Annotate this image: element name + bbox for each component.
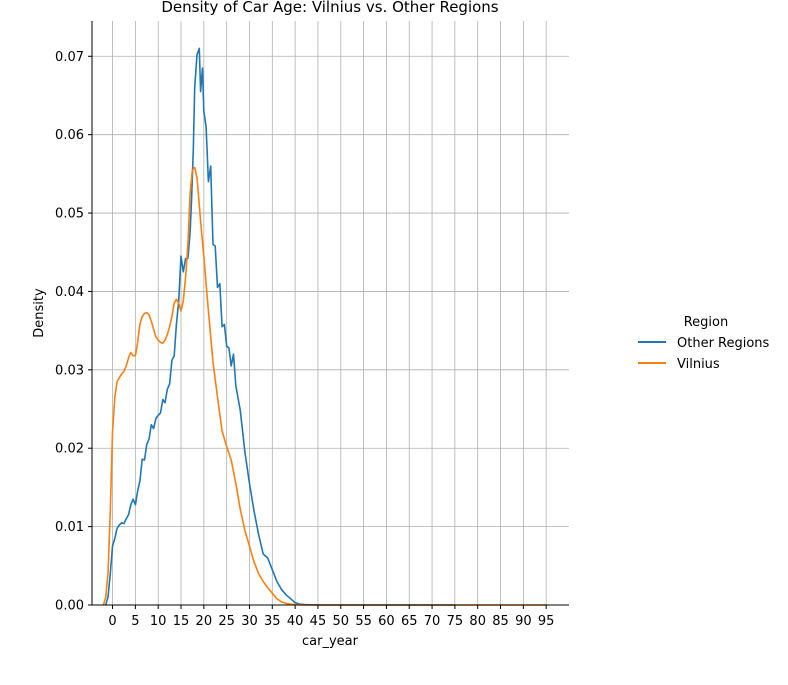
- y-ticks: 0.00 0.01 0.02 0.03 0.04 0.05 0.06 0.07: [55, 50, 92, 614]
- series-line-vilnius: [102, 166, 547, 606]
- y-tick-label: 0.04: [55, 285, 84, 300]
- x-tick-label: 50: [332, 614, 349, 629]
- chart-title: Density of Car Age: Vilnius vs. Other Re…: [161, 0, 498, 16]
- x-tick-label: 40: [287, 614, 304, 629]
- x-axis-label: car_year: [302, 634, 359, 649]
- x-tick-label: 25: [218, 614, 235, 629]
- legend-label-vilnius: Vilnius: [677, 357, 720, 372]
- x-tick-label: 5: [131, 614, 139, 629]
- legend-title: Region: [684, 315, 729, 330]
- y-tick-label: 0.02: [55, 442, 84, 457]
- y-tick-label: 0.01: [55, 520, 84, 535]
- grid: [92, 21, 569, 606]
- x-tick-label: 65: [401, 614, 418, 629]
- x-tick-label: 35: [264, 614, 281, 629]
- series-line-other-regions: [104, 47, 455, 606]
- x-tick-label: 10: [150, 614, 167, 629]
- x-tick-label: 15: [173, 614, 190, 629]
- x-tick-label: 90: [515, 614, 532, 629]
- x-tick-label: 70: [424, 614, 441, 629]
- y-tick-label: 0.05: [55, 207, 84, 222]
- x-tick-label: 55: [355, 614, 372, 629]
- y-tick-label: 0.06: [55, 128, 84, 143]
- x-tick-label: 80: [469, 614, 486, 629]
- y-tick-label: 0.07: [55, 50, 84, 65]
- x-tick-label: 0: [108, 614, 116, 629]
- x-tick-label: 60: [378, 614, 395, 629]
- legend-label-other-regions: Other Regions: [677, 336, 770, 351]
- x-tick-label: 85: [492, 614, 509, 629]
- x-tick-label: 20: [196, 614, 213, 629]
- x-tick-label: 75: [447, 614, 464, 629]
- x-tick-label: 45: [310, 614, 327, 629]
- x-ticks: 0 5 10 15 20 25 30 35 40 45 50 55 60 65 70 75 80 85 90 95: [108, 605, 554, 629]
- y-tick-label: 0.00: [55, 599, 84, 614]
- series-lines: [102, 47, 547, 606]
- x-tick-label: 95: [538, 614, 555, 629]
- y-tick-label: 0.03: [55, 363, 84, 378]
- y-axis-label: Density: [32, 288, 47, 338]
- x-tick-label: 30: [241, 614, 258, 629]
- legend: Region Other Regions Vilnius: [638, 315, 770, 372]
- axes: [91, 21, 569, 606]
